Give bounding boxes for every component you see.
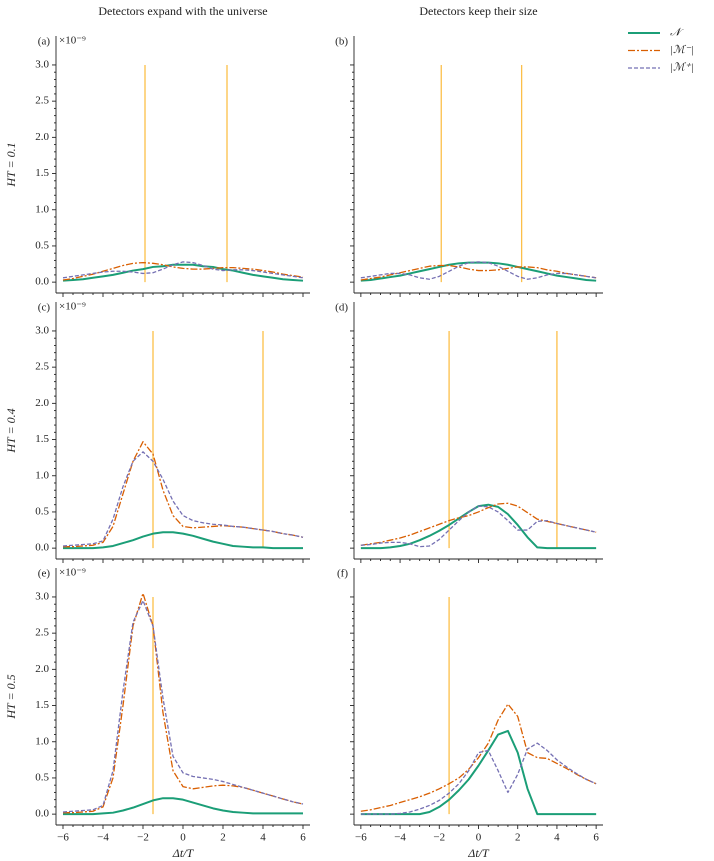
y-tick-label: 0.0 xyxy=(35,542,49,554)
series-line xyxy=(63,592,304,814)
panel: −6 −4 −2 0 2 4 6 (f) Δt/T xyxy=(337,568,603,860)
y-tick-label: 0.0 xyxy=(35,276,49,288)
x-tick-label: −4 xyxy=(97,832,109,844)
legend-label: 𝒩 xyxy=(670,27,684,39)
series-line xyxy=(62,451,304,547)
series-line xyxy=(63,531,303,550)
panel-label: (b) xyxy=(335,36,348,48)
panel: 0.0 0.5 1.0 1.5 2.0 2.5 3.0 (a) ×10⁻⁹ Detectors e… xyxy=(4,4,310,297)
series-line xyxy=(360,742,597,815)
series-line xyxy=(62,261,304,279)
y-offset-label: ×10⁻⁹ xyxy=(59,35,86,47)
panel: 0.0 0.5 1.0 1.5 2.0 2.5 3.0 (c) ×10⁻⁹ HT = 0.4 xyxy=(4,301,310,563)
y-offset-label: ×10⁻⁹ xyxy=(59,301,86,313)
y-tick-label: 0.5 xyxy=(35,239,49,251)
y-tick-label: 0.5 xyxy=(35,771,49,783)
x-tick-label: −4 xyxy=(394,832,406,844)
y-tick-label: 3.0 xyxy=(35,590,49,602)
x-tick-label: 6 xyxy=(593,832,599,844)
y-tick-label: 1.0 xyxy=(35,469,49,481)
y-tick-label: 2.5 xyxy=(35,627,49,639)
panel: (d) xyxy=(335,302,603,563)
row-label: HT = 0.1 xyxy=(4,142,18,187)
y-tick-label: 1.0 xyxy=(35,203,49,215)
x-tick-label: 0 xyxy=(180,832,186,844)
row-label: HT = 0.4 xyxy=(4,408,18,453)
x-axis-label: Δt/T xyxy=(467,846,490,860)
column-title: Detectors expand with the universe xyxy=(98,4,267,18)
y-tick-label: 1.0 xyxy=(35,735,49,747)
y-offset-label: ×10⁻⁹ xyxy=(59,567,86,579)
x-tick-label: 0 xyxy=(476,832,482,844)
y-tick-label: 0.0 xyxy=(35,808,49,820)
legend-label: |ℳ⁺| xyxy=(670,62,694,74)
x-tick-label: 6 xyxy=(300,832,306,844)
row-label: HT = 0.5 xyxy=(4,674,18,719)
panel: (b) Detectors keep their size xyxy=(335,4,603,297)
panel-label: (d) xyxy=(335,302,348,314)
series-line xyxy=(360,729,597,816)
y-tick-label: 2.0 xyxy=(35,397,49,409)
series-line xyxy=(62,599,304,813)
series-line xyxy=(62,261,304,281)
panel: 0.0 0.5 1.0 1.5 2.0 2.5 3.0 −6 −4 −2 0 2 4 6 (e) ×10⁻⁹ H… xyxy=(4,567,310,860)
series-line xyxy=(62,263,304,282)
x-tick-label: 2 xyxy=(515,832,521,844)
y-tick-label: 0.5 xyxy=(35,505,49,517)
y-tick-label: 3.0 xyxy=(35,58,49,70)
legend-label: |ℳ⁻| xyxy=(670,44,694,56)
series-line xyxy=(360,503,597,550)
panel-label: (a) xyxy=(38,36,51,48)
column-title: Detectors keep their size xyxy=(419,4,537,18)
x-tick-label: 4 xyxy=(260,832,266,844)
y-tick-label: 2.5 xyxy=(35,95,49,107)
x-tick-label: −2 xyxy=(137,832,149,844)
y-tick-label: 1.5 xyxy=(35,167,49,179)
x-axis-label: Δt/T xyxy=(172,846,195,860)
panel-label: (e) xyxy=(38,568,51,580)
panel-label: (c) xyxy=(38,302,51,314)
y-tick-label: 3.0 xyxy=(35,324,49,336)
series-line xyxy=(360,703,597,812)
x-tick-label: −6 xyxy=(355,832,367,844)
series-line xyxy=(360,264,597,281)
y-tick-label: 1.5 xyxy=(35,433,49,445)
x-tick-label: −6 xyxy=(57,832,69,844)
y-tick-label: 2.0 xyxy=(35,131,49,143)
series-line xyxy=(360,505,597,548)
series-line xyxy=(360,261,597,280)
x-tick-label: −2 xyxy=(433,832,445,844)
series-line xyxy=(63,797,303,816)
y-tick-label: 2.0 xyxy=(35,663,49,675)
panel-label: (f) xyxy=(337,568,348,580)
y-tick-label: 1.5 xyxy=(35,699,49,711)
series-line xyxy=(360,261,597,282)
x-tick-label: 4 xyxy=(554,832,560,844)
x-tick-label: 2 xyxy=(220,832,226,844)
series-line xyxy=(360,502,597,546)
y-tick-label: 2.5 xyxy=(35,361,49,373)
